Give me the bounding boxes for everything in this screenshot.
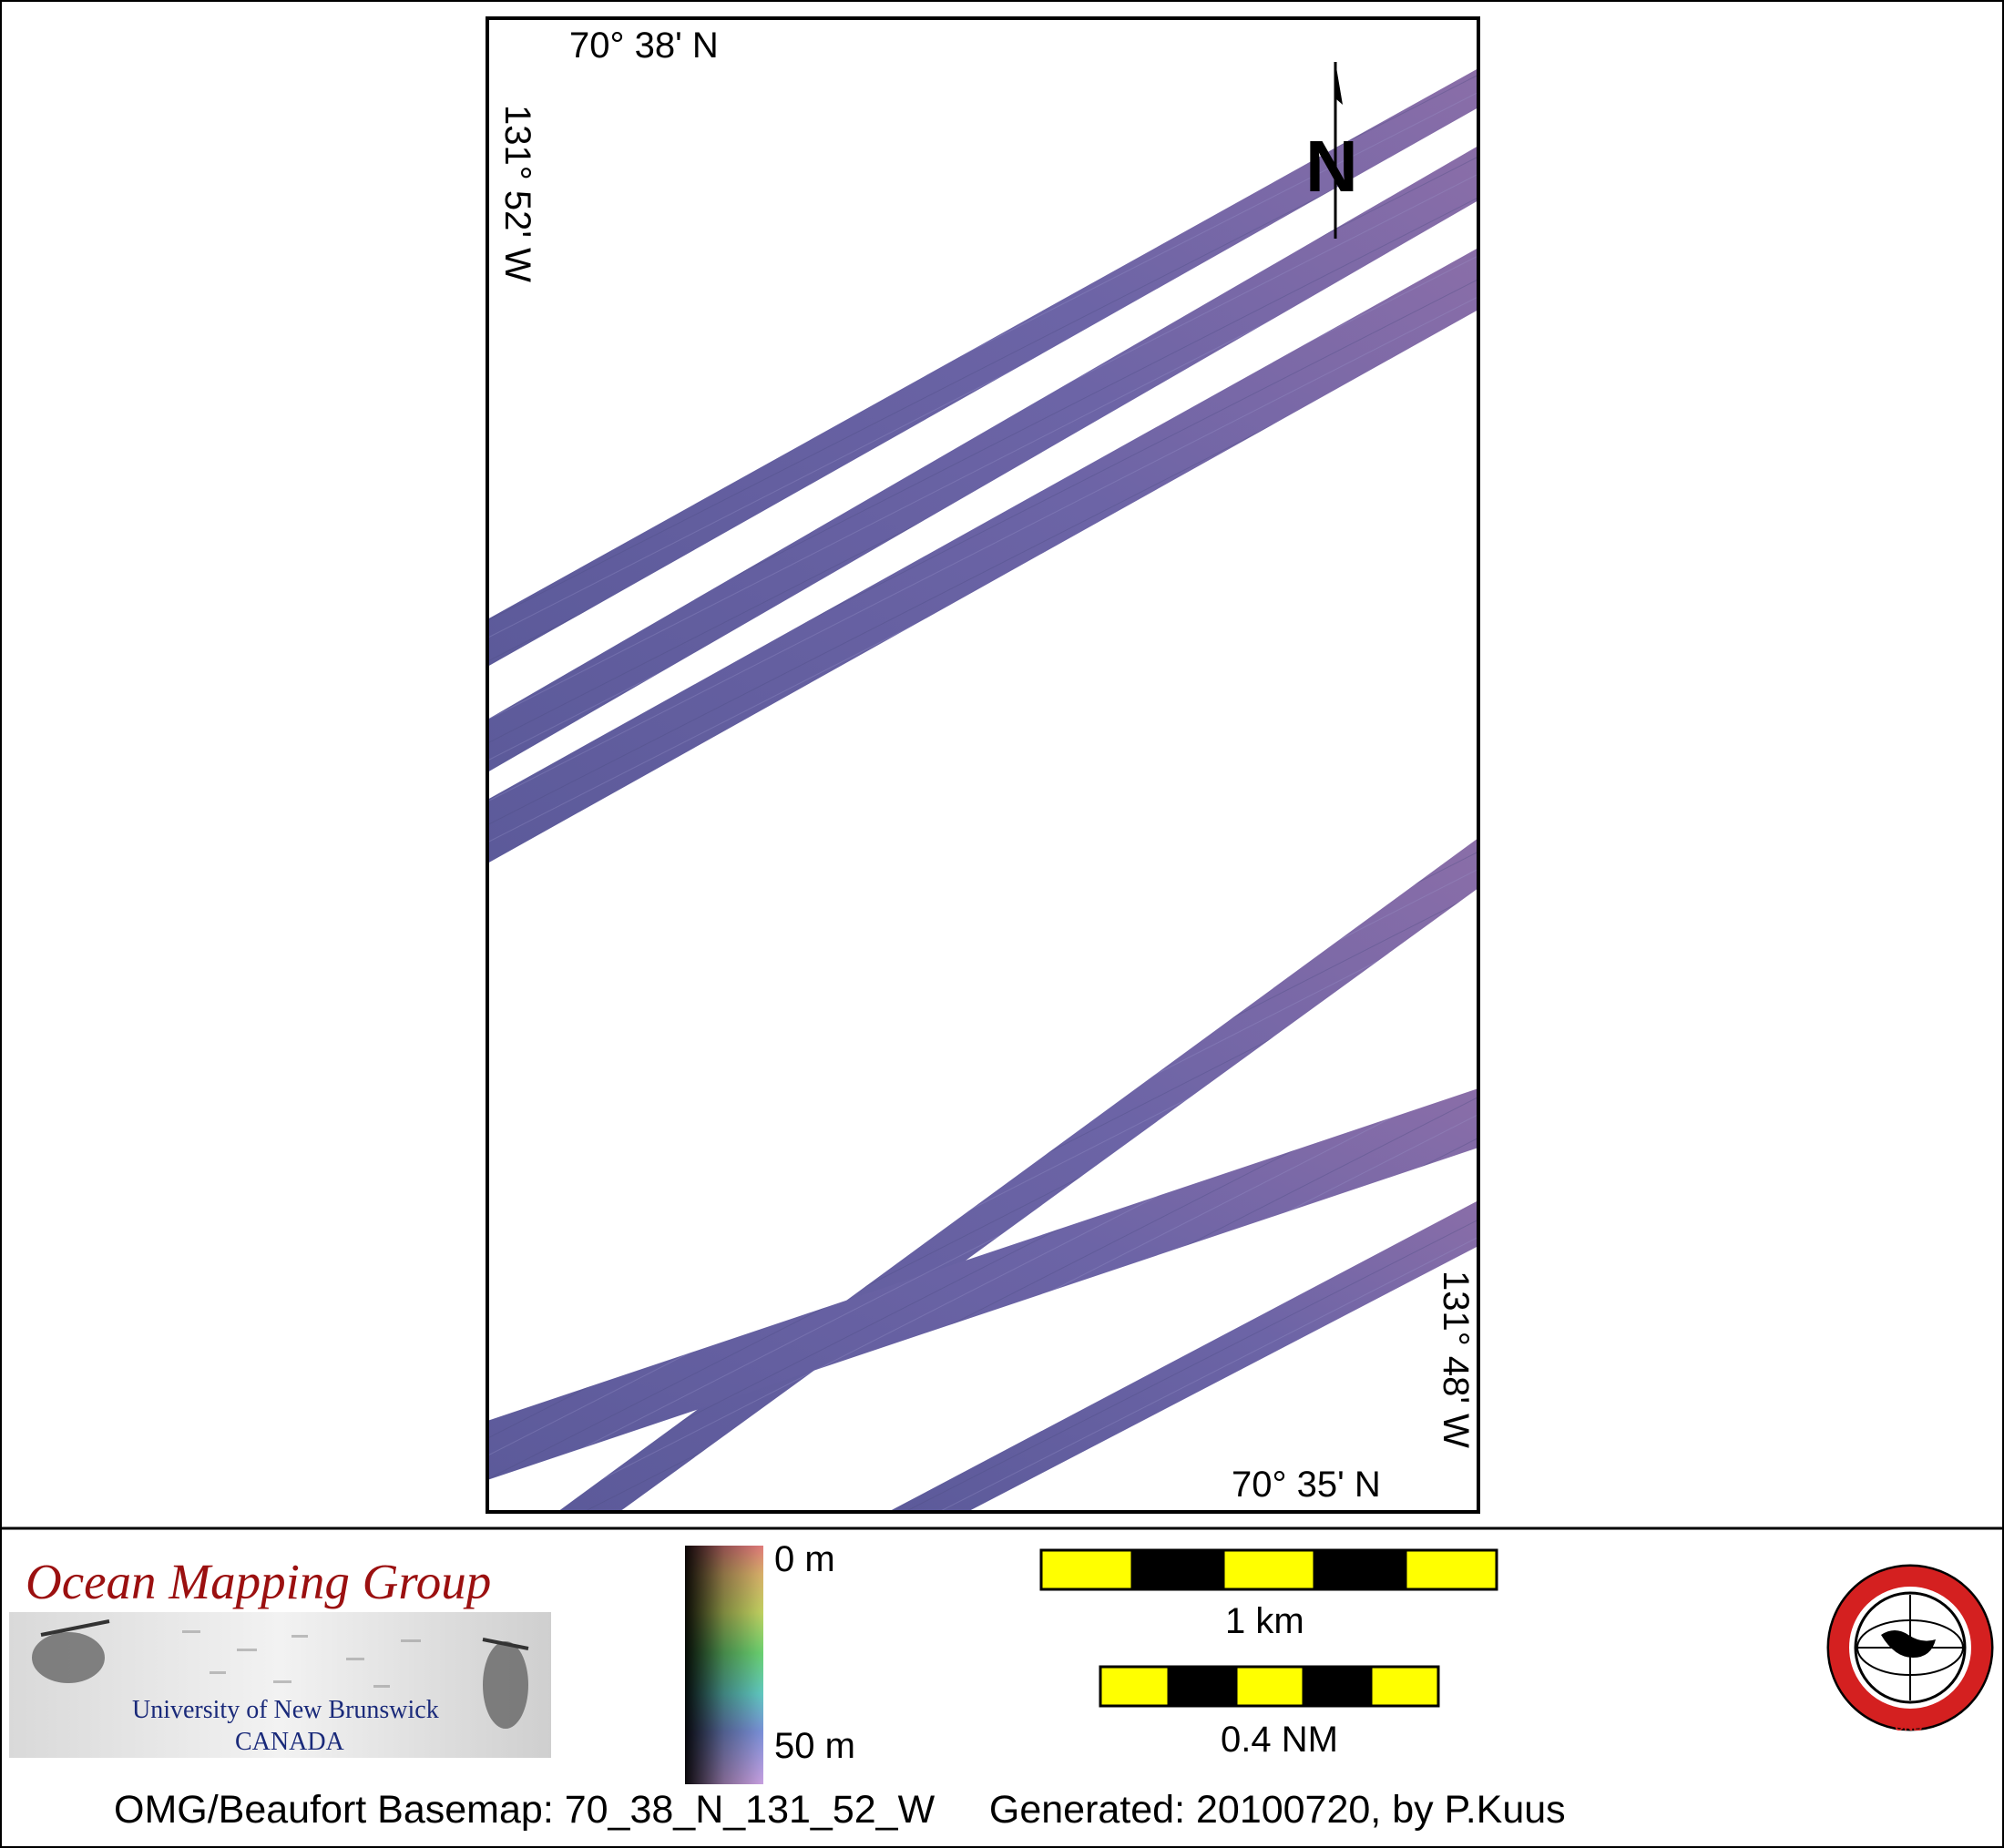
omg-title: Ocean Mapping Group: [26, 1554, 492, 1609]
swath-6-texture: [888, 1200, 1478, 1512]
lat-label-top: 70° 38' N: [569, 26, 719, 66]
omg-country: CANADA: [235, 1728, 344, 1756]
swath-2-texture: [487, 146, 1478, 772]
depth-label-bottom: 50 m: [774, 1726, 855, 1766]
scalebar-nm-label: 0.4 NM: [1221, 1720, 1338, 1760]
scalebar-km-label: 1 km: [1225, 1601, 1304, 1641]
depth-label-top: 0 m: [774, 1539, 835, 1579]
depth-colorbar: [685, 1546, 763, 1784]
lon-label-left: 131° 52' W: [497, 105, 537, 282]
swath-5-texture: [487, 1088, 1478, 1480]
footer-basemap: OMG/Beaufort Basemap: 70_38_N_131_52_W: [114, 1788, 936, 1832]
lon-label-right: 131° 48' W: [1436, 1271, 1476, 1448]
scalebar-km: [1039, 1548, 1498, 1591]
swath-3-texture: [487, 248, 1478, 863]
unb-seal-logo: UNB: [1826, 1564, 1994, 1733]
footer-caption: OMG/Beaufort Basemap: 70_38_N_131_52_W G…: [114, 1788, 1566, 1833]
lat-label-bottom: 70° 35' N: [1232, 1465, 1381, 1505]
swath-1-texture: [487, 68, 1478, 667]
omg-university: University of New Brunswick: [132, 1696, 439, 1724]
footer-generated: Generated: 20100720, by P.Kuus: [988, 1788, 1566, 1832]
map-frame: [486, 16, 1480, 1514]
omg-logo: [9, 1612, 551, 1758]
unb-seal-bottom: UNB: [1895, 1719, 1922, 1733]
north-arrow-icon: N: [1305, 62, 1358, 239]
scalebar-nm: [1099, 1665, 1440, 1708]
bathymetry-swaths: [487, 68, 1478, 1512]
north-letter: N: [1305, 126, 1358, 207]
